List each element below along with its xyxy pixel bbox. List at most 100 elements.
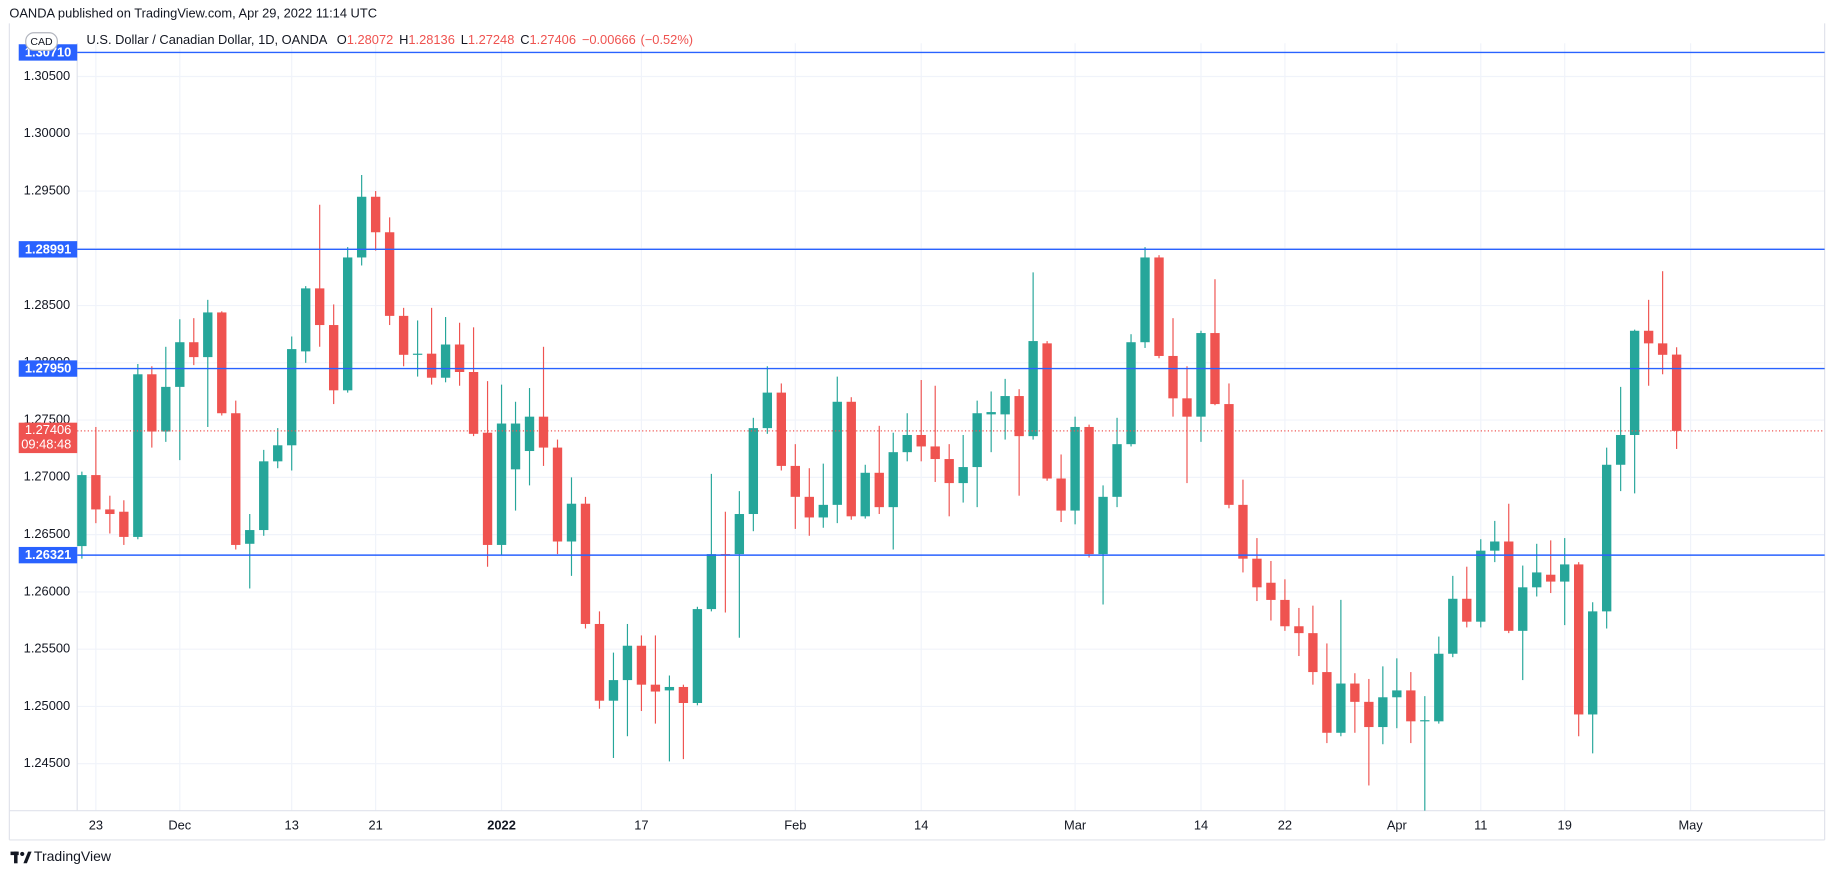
candle-body xyxy=(203,312,213,358)
x-tick-label: 22 xyxy=(1278,817,1292,832)
ohlc-value: 1.27406 xyxy=(530,32,576,47)
candle-body xyxy=(370,196,381,233)
candle-body xyxy=(958,467,968,484)
candle-body xyxy=(1615,434,1626,465)
candle-layer xyxy=(77,174,1682,811)
y-tick-label: 1.26500 xyxy=(24,526,70,541)
candle-body xyxy=(846,401,856,517)
candle-body xyxy=(259,461,269,531)
candle-body xyxy=(1392,690,1402,698)
candle-body xyxy=(1252,558,1262,588)
candle-body xyxy=(706,554,717,610)
candle-body xyxy=(1238,504,1248,559)
candle-body xyxy=(1518,587,1528,631)
candle-body xyxy=(1098,496,1108,555)
level-label: 1.26321 xyxy=(25,547,71,562)
candle-body xyxy=(636,645,647,685)
candle-body xyxy=(622,645,633,681)
candle-body xyxy=(748,428,759,515)
candle-body xyxy=(356,196,367,258)
candle-body xyxy=(440,344,451,378)
candle-body xyxy=(734,514,745,555)
change-value: −0.00666 xyxy=(582,32,636,47)
ohlc-value: 1.28136 xyxy=(408,32,454,47)
candle-body xyxy=(860,472,870,517)
candle-body xyxy=(916,434,926,447)
y-tick-label: 1.30500 xyxy=(24,68,70,83)
level-label-box xyxy=(18,546,78,564)
candle-body xyxy=(1000,396,1010,415)
candle-body xyxy=(1420,720,1430,722)
candle-body xyxy=(1504,541,1514,631)
candle-body xyxy=(888,452,898,508)
candle-body xyxy=(902,434,912,453)
candle-body xyxy=(273,445,283,462)
candle-body xyxy=(412,353,423,355)
candle-body xyxy=(482,432,493,545)
y-tick-label: 1.29500 xyxy=(24,182,70,197)
publish-header: OANDA published on TradingView.com, Apr … xyxy=(9,5,377,20)
logo-part xyxy=(20,851,25,857)
candle-body xyxy=(91,475,101,510)
currency-label: CAD xyxy=(30,36,53,48)
candle-body xyxy=(77,475,87,547)
candle-body xyxy=(594,623,605,701)
candle-body xyxy=(1140,257,1150,343)
candle-body xyxy=(161,386,171,432)
ohlc-value: 1.27248 xyxy=(468,32,514,47)
overlay-layer: 1.307101.289911.279501.263211.2740609:48… xyxy=(18,44,1825,564)
footer-logo xyxy=(10,851,32,864)
candle-body xyxy=(301,288,311,352)
candle-body xyxy=(315,288,325,326)
candle-body xyxy=(398,315,409,355)
candle-body xyxy=(650,684,661,692)
candle-body xyxy=(426,353,437,378)
candle-body xyxy=(342,257,353,391)
symbol-legend: U.S. Dollar / Canadian Dollar, 1D, OANDA… xyxy=(87,32,694,47)
candle-body xyxy=(664,686,675,691)
candle-body xyxy=(510,423,521,470)
candle-body xyxy=(1657,343,1668,355)
x-tick-label: 19 xyxy=(1558,817,1572,832)
candle-body xyxy=(1476,550,1486,622)
symbol-title: U.S. Dollar / Canadian Dollar, 1D, OANDA xyxy=(87,32,328,47)
candle-body xyxy=(454,344,465,372)
candle-body xyxy=(580,503,591,624)
candle-body xyxy=(1629,330,1640,435)
candle-body xyxy=(384,232,395,316)
candle-body xyxy=(524,416,535,452)
candle-body xyxy=(874,472,884,508)
candle-body xyxy=(692,609,703,703)
ohlc-value: 1.28072 xyxy=(347,32,393,47)
footer-brand: TradingView xyxy=(34,848,112,864)
candle-body xyxy=(1448,598,1458,654)
candle-body xyxy=(566,503,577,542)
candle-body xyxy=(972,413,982,468)
candle-body xyxy=(1643,330,1654,344)
candle-body xyxy=(832,401,842,505)
logo-part xyxy=(23,851,32,864)
y-tick-label: 1.30000 xyxy=(24,125,70,140)
x-tick-label: Apr xyxy=(1387,817,1408,832)
candle-body xyxy=(217,312,227,414)
candle-body xyxy=(1336,683,1346,733)
candle-body xyxy=(1070,426,1080,511)
candle-body xyxy=(944,459,954,484)
candle-body xyxy=(1434,653,1444,722)
x-tick-label: Feb xyxy=(784,817,806,832)
ohlc-letter: H xyxy=(399,32,408,47)
candle-body xyxy=(1042,343,1052,479)
candle-body xyxy=(189,342,199,358)
candle-body xyxy=(1546,574,1556,582)
candle-body xyxy=(1056,478,1066,511)
candle-body xyxy=(105,509,115,515)
candle-body xyxy=(1084,426,1094,555)
candle-body xyxy=(468,371,479,434)
candle-body xyxy=(119,511,129,537)
candle-body xyxy=(1014,396,1024,437)
candle-body xyxy=(986,412,996,415)
change-percent: (−0.52%) xyxy=(641,32,694,47)
ohlc-letter: L xyxy=(461,32,468,47)
